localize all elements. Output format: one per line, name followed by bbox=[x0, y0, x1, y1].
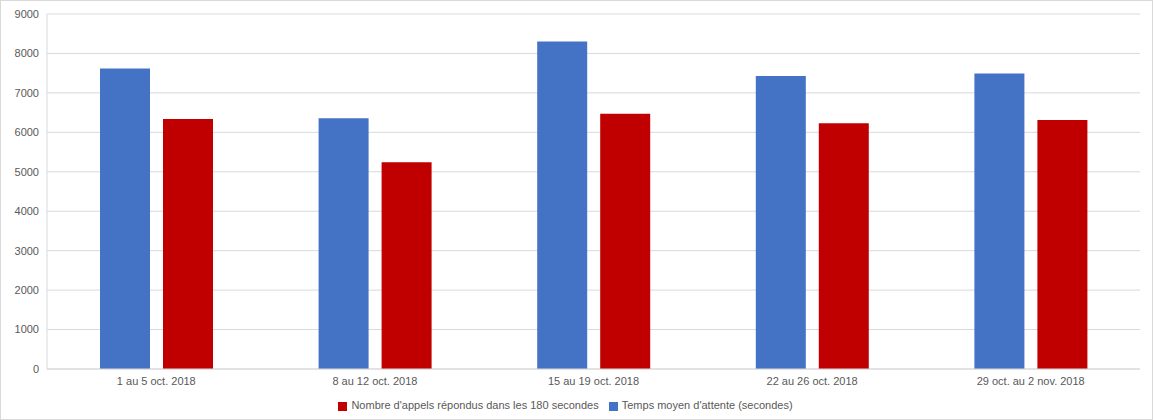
svg-text:5000: 5000 bbox=[15, 166, 39, 178]
svg-text:15 au 19 oct. 2018: 15 au 19 oct. 2018 bbox=[548, 375, 639, 387]
html-text:Nombre d'appels répondus dans: Nombre d'appels répondus dans les 180 se… bbox=[351, 399, 599, 411]
svg-text:8000: 8000 bbox=[15, 47, 39, 59]
svg-text:6000: 6000 bbox=[15, 126, 39, 138]
svg-text:29 oct. au 2 nov. 2018: 29 oct. au 2 nov. 2018 bbox=[977, 375, 1085, 387]
svg-text:3000: 3000 bbox=[15, 245, 39, 257]
svg-text:7000: 7000 bbox=[15, 87, 39, 99]
svg-text:4000: 4000 bbox=[15, 205, 39, 217]
svg-text:1 au 5 oct. 2018: 1 au 5 oct. 2018 bbox=[117, 375, 196, 387]
svg-text:9000: 9000 bbox=[15, 8, 39, 20]
svg-text:0: 0 bbox=[33, 363, 39, 375]
svg-text:2000: 2000 bbox=[15, 284, 39, 296]
svg-text:8 au 12 oct. 2018: 8 au 12 oct. 2018 bbox=[332, 375, 417, 387]
html-text:Temps moyen d'attente (seconde: Temps moyen d'attente (secondes) bbox=[621, 399, 793, 411]
svg-text:1000: 1000 bbox=[15, 323, 39, 335]
svg-text:22 au 26 oct. 2018: 22 au 26 oct. 2018 bbox=[767, 375, 858, 387]
